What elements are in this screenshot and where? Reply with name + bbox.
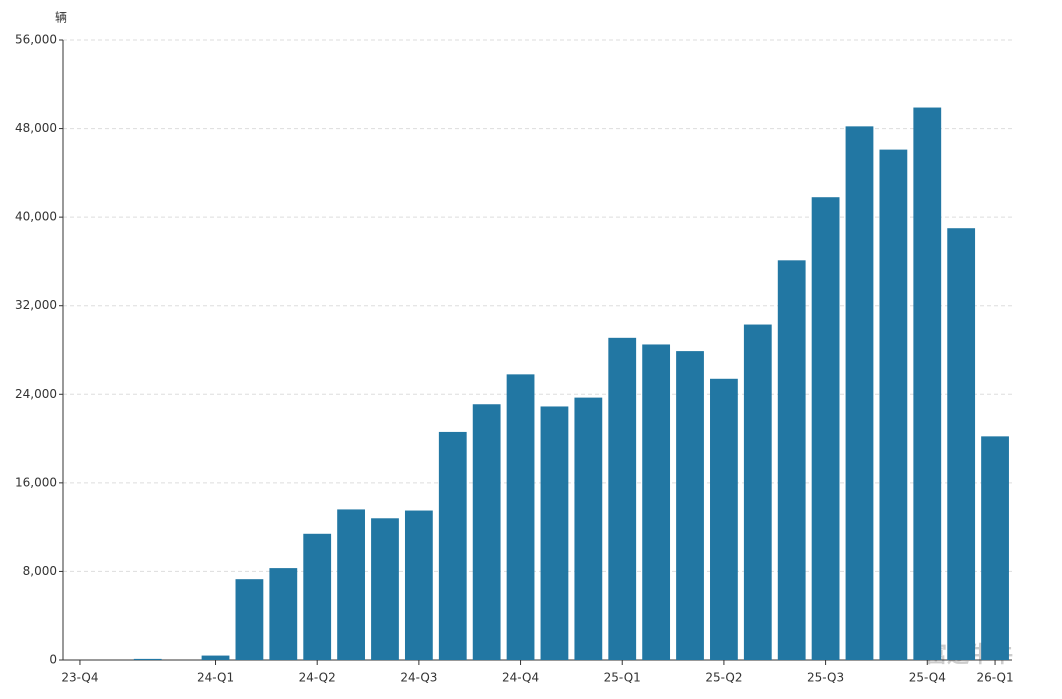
bar — [235, 579, 264, 660]
bar — [269, 568, 298, 660]
bar — [371, 518, 399, 660]
x-tick-label: 24-Q3 — [400, 671, 437, 685]
bar — [743, 324, 772, 660]
bar — [133, 658, 162, 660]
y-tick-label: 40,000 — [15, 210, 57, 224]
bar — [642, 344, 671, 660]
bar — [438, 431, 467, 660]
bar — [404, 510, 433, 660]
bar — [777, 260, 806, 660]
bar — [913, 107, 942, 661]
x-tick-label: 23-Q4 — [61, 671, 98, 685]
bar — [506, 374, 535, 660]
bar — [608, 337, 637, 660]
bar — [811, 197, 840, 660]
bar — [676, 351, 704, 660]
bar — [337, 509, 365, 660]
y-tick-label: 0 — [49, 653, 57, 667]
bar — [574, 397, 603, 660]
y-tick-label: 56,000 — [15, 33, 57, 47]
y-unit: 辆 — [55, 11, 67, 25]
bar — [879, 149, 908, 660]
bar — [303, 533, 332, 660]
bar — [981, 436, 1009, 660]
x-tick-label: 25-Q1 — [604, 671, 641, 685]
x-tick-label: 24-Q2 — [299, 671, 336, 685]
x-tick-label: 25-Q2 — [705, 671, 742, 685]
bar — [472, 404, 501, 660]
bar — [710, 378, 738, 660]
bar — [201, 655, 230, 660]
x-tick-label: 24-Q1 — [197, 671, 234, 685]
bar — [845, 126, 874, 661]
y-tick-label: 8,000 — [23, 564, 57, 578]
bar — [947, 228, 976, 660]
x-tick-label: 25-Q4 — [909, 671, 946, 685]
y-tick-label: 32,000 — [15, 298, 57, 312]
y-tick-label: 16,000 — [15, 475, 57, 489]
x-tick-label: 26-Q1 — [976, 671, 1013, 685]
x-tick-label: 24-Q4 — [502, 671, 539, 685]
y-tick-label: 48,000 — [15, 121, 57, 135]
y-tick-label: 24,000 — [15, 387, 57, 401]
x-tick-label: 25-Q3 — [807, 671, 844, 685]
bar — [540, 406, 569, 660]
